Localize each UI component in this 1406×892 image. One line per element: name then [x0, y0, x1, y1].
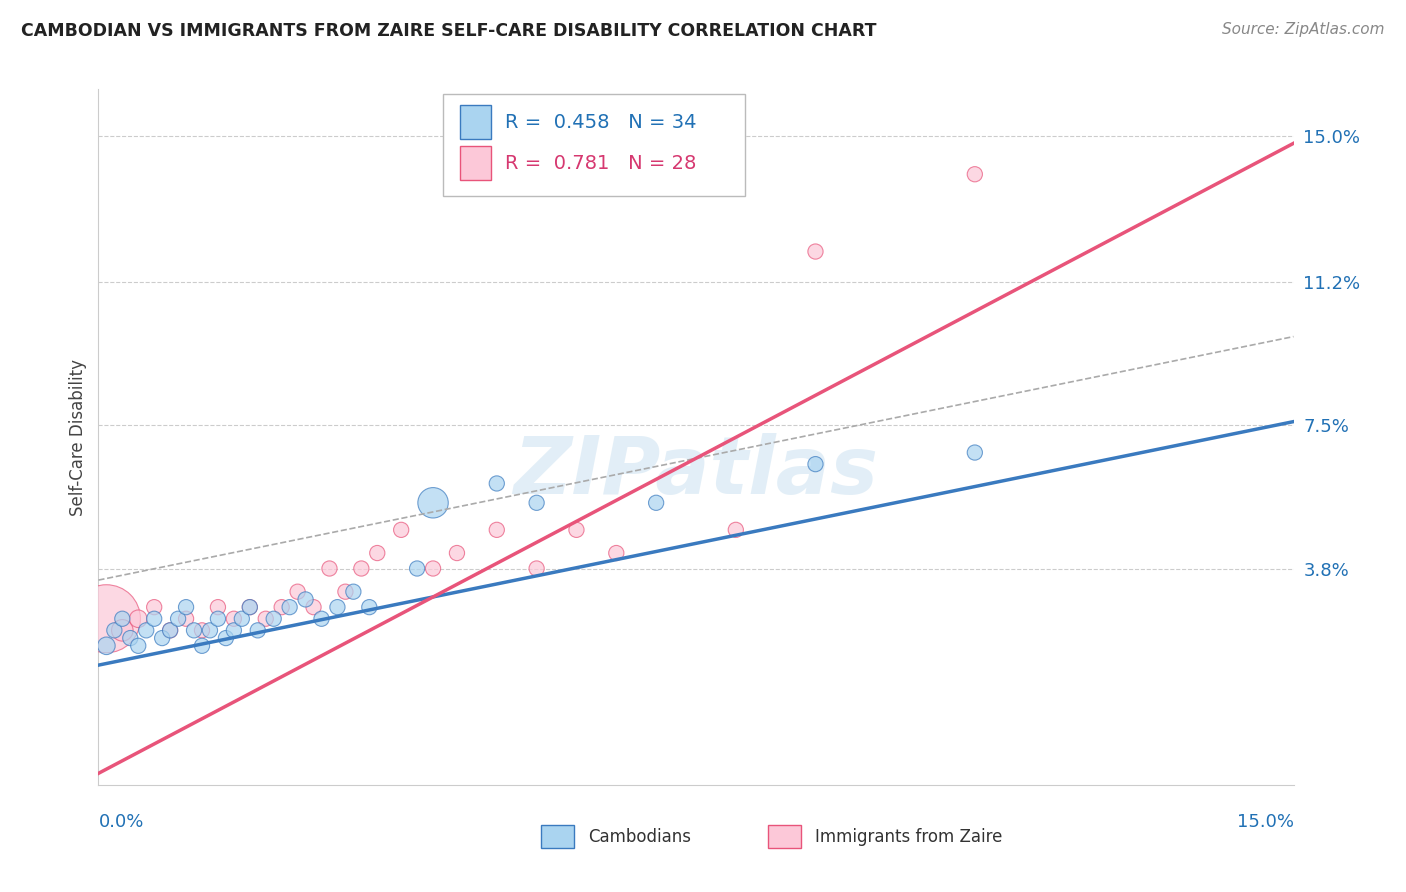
Text: CAMBODIAN VS IMMIGRANTS FROM ZAIRE SELF-CARE DISABILITY CORRELATION CHART: CAMBODIAN VS IMMIGRANTS FROM ZAIRE SELF-…	[21, 22, 876, 40]
Text: 0.0%: 0.0%	[98, 813, 143, 830]
Point	[318, 561, 340, 575]
Text: ZIPatlas: ZIPatlas	[513, 433, 879, 511]
Point	[143, 612, 166, 626]
Point	[127, 639, 149, 653]
Point	[342, 584, 364, 599]
Point	[207, 612, 229, 626]
Point	[198, 624, 221, 638]
Point	[565, 523, 588, 537]
Point	[143, 600, 166, 615]
Point	[96, 612, 118, 626]
Point	[724, 523, 747, 537]
Point	[254, 612, 277, 626]
Point	[446, 546, 468, 560]
FancyBboxPatch shape	[768, 825, 801, 847]
Text: 15.0%: 15.0%	[1236, 813, 1294, 830]
Point	[485, 476, 508, 491]
Point	[120, 631, 142, 645]
Text: Immigrants from Zaire: Immigrants from Zaire	[815, 828, 1002, 847]
Point	[645, 496, 668, 510]
Point	[111, 624, 134, 638]
Point	[239, 600, 262, 615]
Point	[207, 600, 229, 615]
Point	[804, 244, 827, 259]
Point	[215, 631, 238, 645]
Point	[422, 561, 444, 575]
Point	[150, 631, 173, 645]
Point	[311, 612, 333, 626]
Point	[389, 523, 412, 537]
FancyBboxPatch shape	[541, 825, 574, 847]
Point	[159, 624, 181, 638]
Point	[231, 612, 253, 626]
Point	[485, 523, 508, 537]
Point	[174, 612, 197, 626]
Point	[270, 600, 292, 615]
Point	[526, 496, 548, 510]
Y-axis label: Self-Care Disability: Self-Care Disability	[69, 359, 87, 516]
Point	[135, 624, 157, 638]
Point	[222, 624, 245, 638]
Point	[246, 624, 269, 638]
Point	[302, 600, 325, 615]
Point	[96, 639, 118, 653]
Point	[963, 167, 986, 181]
Point	[526, 561, 548, 575]
Point	[111, 612, 134, 626]
Text: Cambodians: Cambodians	[589, 828, 692, 847]
Point	[191, 639, 214, 653]
Point	[422, 496, 444, 510]
Point	[174, 600, 197, 615]
Text: Source: ZipAtlas.com: Source: ZipAtlas.com	[1222, 22, 1385, 37]
Point	[222, 612, 245, 626]
Text: R =  0.458   N = 34: R = 0.458 N = 34	[505, 112, 696, 132]
Point	[278, 600, 301, 615]
Point	[350, 561, 373, 575]
Point	[191, 624, 214, 638]
Point	[167, 612, 190, 626]
Point	[239, 600, 262, 615]
Point	[605, 546, 627, 560]
Point	[335, 584, 357, 599]
Point	[804, 457, 827, 471]
Point	[406, 561, 429, 575]
Point	[366, 546, 388, 560]
Point	[159, 624, 181, 638]
Point	[359, 600, 381, 615]
Text: R =  0.781   N = 28: R = 0.781 N = 28	[505, 153, 696, 173]
Point	[294, 592, 316, 607]
Point	[263, 612, 285, 626]
Point	[326, 600, 349, 615]
Point	[103, 624, 125, 638]
Point	[183, 624, 205, 638]
Point	[963, 445, 986, 459]
Point	[287, 584, 309, 599]
Point	[127, 612, 149, 626]
